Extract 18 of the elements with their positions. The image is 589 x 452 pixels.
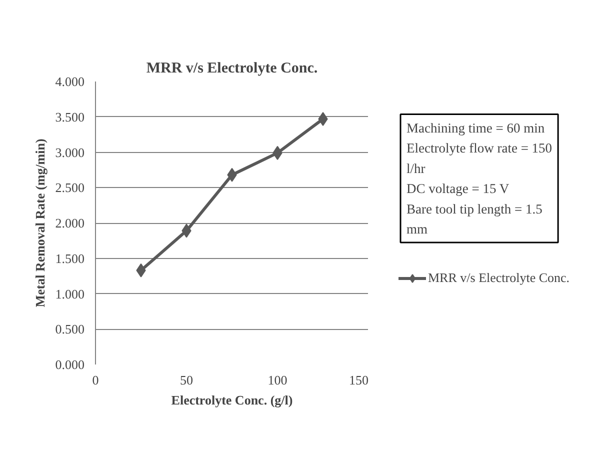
- x-tick-label: 100: [268, 372, 288, 388]
- chart-title: MRR v/s Electrolyte Conc.: [146, 60, 318, 76]
- y-tick-label: 2.000: [55, 216, 84, 230]
- x-tick-label: 0: [92, 372, 99, 388]
- y-tick-label: 0.000: [55, 357, 84, 372]
- x-axis-title: Electrolyte Conc. (g/l): [171, 392, 293, 408]
- y-tick-label: 2.500: [55, 180, 84, 196]
- y-tick-label: 0.500: [55, 322, 84, 337]
- x-tick-label: 150: [349, 372, 368, 388]
- y-tick-label: 4.000: [55, 74, 84, 89]
- y-tick-label: 3.000: [55, 144, 84, 160]
- x-tick-label: 50: [180, 372, 193, 388]
- y-tick-label: 1.000: [55, 286, 84, 302]
- y-tick-label: 1.500: [55, 250, 84, 266]
- legend-label: MRR v/s Electrolyte Conc.: [428, 270, 570, 286]
- y-tick-label: 3.500: [55, 109, 84, 124]
- y-axis-title: Metal Removal Rate (mg/min): [32, 138, 48, 308]
- text: Machining time = 60 min Electrolyte flow rate = 150 l/hr DC voltage = 15 V Bare tool tip length = 1.5 mm: [406, 120, 552, 236]
